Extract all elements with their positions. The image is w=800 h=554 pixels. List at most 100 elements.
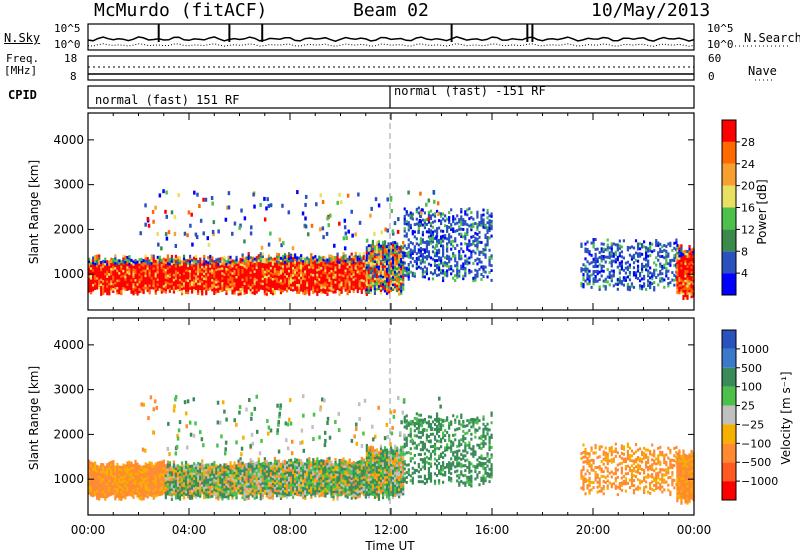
power-cell: [287, 266, 291, 270]
power-cell: [622, 256, 625, 260]
power-cell: [312, 280, 315, 284]
power-cell: [456, 275, 459, 279]
power-cell: [136, 290, 139, 294]
power-cell: [170, 286, 174, 290]
velocity-cell: [178, 487, 182, 491]
power-cell: [612, 259, 615, 263]
velocity-cell: [132, 481, 135, 485]
velocity-cell: [138, 479, 141, 483]
velocity-cell: [213, 465, 216, 469]
power-cell: [490, 278, 493, 282]
power-cell: [369, 271, 372, 275]
power-cell: [466, 233, 469, 237]
velocity-cell: [243, 470, 246, 474]
power-cell: [458, 249, 461, 253]
velocity-cell: [156, 491, 159, 495]
power-cell: [622, 239, 625, 243]
power-cell: [429, 231, 433, 235]
power-cell: [360, 271, 363, 275]
power-cell: [403, 244, 406, 248]
power-cell: [212, 220, 216, 225]
power-cell: [90, 281, 93, 285]
velocity-cell: [215, 489, 218, 492]
power-cell: [154, 272, 157, 276]
velocity-cell: [164, 479, 167, 482]
power-cell: [267, 203, 271, 208]
power-cell: [259, 254, 262, 258]
power-cell: [608, 251, 611, 255]
power-cell: [314, 272, 317, 276]
power-cell: [292, 268, 295, 272]
velocity-cell: [239, 462, 242, 466]
power-cell: [316, 263, 319, 267]
power-cell: [682, 260, 685, 264]
velocity-cell: [221, 467, 224, 471]
power-cell: [205, 272, 208, 276]
velocity-cell: [94, 483, 97, 487]
power-cell: [273, 274, 277, 278]
velocity-cell: [104, 487, 107, 491]
velocity-cell: [199, 482, 202, 486]
power-cell: [245, 290, 248, 294]
velocity-cell: [92, 462, 95, 466]
power-cell: [275, 274, 279, 278]
power-cell: [172, 283, 176, 287]
power-cell: [484, 245, 487, 249]
power-cell: [104, 265, 107, 269]
power-cell: [281, 262, 285, 266]
velocity-cell: [245, 485, 248, 489]
power-cell: [602, 264, 605, 268]
power-cell: [146, 257, 149, 260]
power-cell: [588, 274, 591, 278]
power-cell: [358, 259, 361, 263]
power-cell: [661, 277, 664, 281]
power-cell: [387, 265, 391, 269]
power-cell: [396, 281, 399, 285]
power-cell: [316, 280, 319, 284]
power-cell: [205, 282, 208, 286]
power-cell: [273, 291, 277, 295]
power-cell: [488, 214, 491, 218]
velocity-cell: [134, 491, 137, 495]
velocity-cell: [217, 480, 220, 484]
power-cell: [400, 259, 403, 263]
power-cell: [209, 269, 212, 273]
power-cell: [184, 259, 188, 262]
power-cell: [630, 245, 634, 249]
power-cell: [446, 271, 449, 275]
power-cell: [259, 257, 262, 261]
power-cell: [201, 260, 204, 264]
power-cell: [279, 291, 283, 295]
power-cell: [435, 227, 439, 231]
velocity-cell: [168, 478, 171, 482]
velocity-cell: [140, 492, 143, 496]
power-cell: [134, 258, 137, 262]
power-cell: [261, 274, 264, 278]
power-cell: [320, 276, 323, 280]
velocity-cell: [152, 464, 155, 468]
power-cell: [446, 225, 449, 229]
power-cell: [680, 259, 683, 262]
power-cell: [140, 260, 143, 264]
power-cell: [249, 271, 252, 275]
power-cell: [124, 265, 127, 269]
power-cell: [178, 261, 182, 265]
power-cell: [682, 289, 685, 293]
power-cell: [362, 259, 365, 263]
station-title: McMurdo (fitACF): [94, 0, 268, 21]
power-cell: [407, 255, 410, 259]
power-cell: [413, 223, 416, 227]
power-cell: [389, 259, 393, 263]
velocity-cell: [118, 490, 121, 494]
power-cell: [92, 263, 95, 267]
power-cell: [678, 244, 681, 248]
power-cell: [94, 267, 97, 271]
velocity-cell: [174, 476, 178, 480]
power-cell: [616, 245, 619, 249]
power-cell: [245, 266, 248, 270]
power-cell: [197, 269, 200, 273]
velocity-cell: [209, 463, 212, 467]
velocity-cell: [182, 471, 186, 475]
power-cell: [373, 255, 377, 259]
power-cell: [168, 289, 171, 293]
